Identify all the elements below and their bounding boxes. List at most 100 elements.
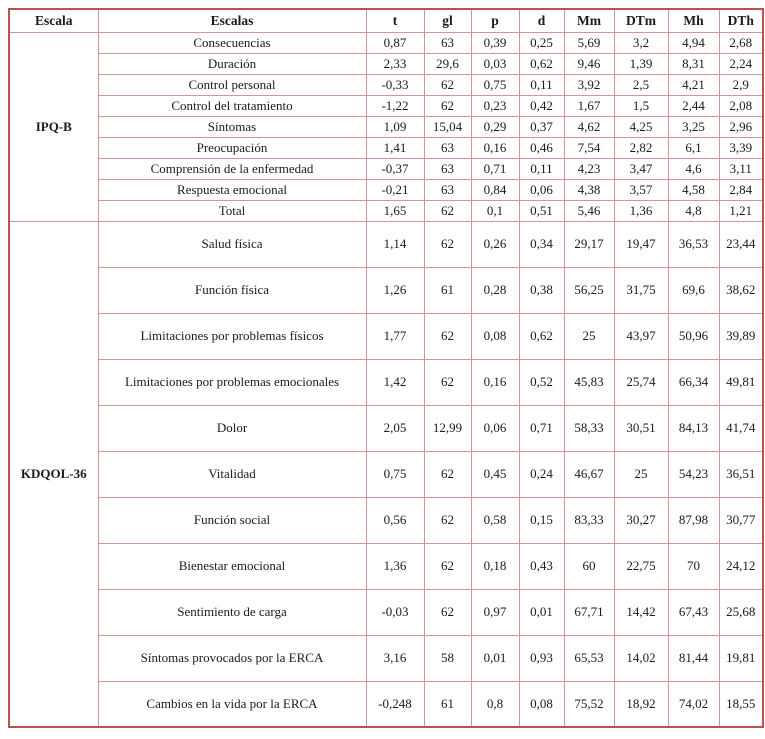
scale-label: Control del tratamiento — [97, 94, 367, 117]
cell-dth: 30,77 — [718, 496, 764, 544]
scale-label: Respuesta emocional — [97, 178, 367, 201]
cell-d: 0,08 — [518, 680, 565, 728]
cell-t: 2,05 — [365, 404, 425, 452]
table-row: Comprensión de la enfermedad -0,37 63 0,… — [9, 157, 764, 180]
cell-d: 0,71 — [518, 404, 565, 452]
cell-p: 0,23 — [470, 94, 520, 117]
scale-label: Salud física — [97, 220, 367, 268]
cell-mm: 83,33 — [563, 496, 615, 544]
cell-p: 0,29 — [470, 115, 520, 138]
table-row: Función social 0,56 62 0,58 0,15 83,33 3… — [9, 496, 764, 544]
cell-dtm: 18,92 — [613, 680, 669, 728]
col-header-p: p — [470, 8, 520, 33]
cell-gl: 61 — [423, 266, 472, 314]
cell-p: 0,06 — [470, 404, 520, 452]
cell-dth: 2,9 — [718, 73, 764, 96]
cell-mm: 3,92 — [563, 73, 615, 96]
cell-t: 1,09 — [365, 115, 425, 138]
cell-gl: 62 — [423, 542, 472, 590]
table-row: Función física 1,26 61 0,28 0,38 56,25 3… — [9, 266, 764, 314]
cell-dtm: 30,27 — [613, 496, 669, 544]
cell-dtm: 3,57 — [613, 178, 669, 201]
cell-dtm: 25 — [613, 450, 669, 498]
cell-t: 1,36 — [365, 542, 425, 590]
cell-mm: 67,71 — [563, 588, 615, 636]
cell-p: 0,16 — [470, 358, 520, 406]
cell-t: -0,03 — [365, 588, 425, 636]
cell-dth: 2,24 — [718, 52, 764, 75]
table-row: Limitaciones por problemas físicos 1,77 … — [9, 312, 764, 360]
col-header-escala: Escala — [8, 8, 99, 33]
cell-dth: 3,39 — [718, 136, 764, 159]
cell-t: 1,14 — [365, 220, 425, 268]
cell-mh: 69,6 — [667, 266, 720, 314]
cell-d: 0,52 — [518, 358, 565, 406]
cell-dtm: 2,5 — [613, 73, 669, 96]
cell-mm: 4,62 — [563, 115, 615, 138]
cell-p: 0,16 — [470, 136, 520, 159]
cell-dtm: 2,82 — [613, 136, 669, 159]
cell-dth: 1,21 — [718, 199, 764, 222]
cell-d: 0,46 — [518, 136, 565, 159]
cell-d: 0,37 — [518, 115, 565, 138]
table-row: KDQOL-36 Salud física 1,14 62 0,26 0,34 … — [8, 220, 764, 728]
cell-mm: 75,52 — [563, 680, 615, 728]
cell-t: 1,77 — [365, 312, 425, 360]
scale-label: Cambios en la vida por la ERCA — [97, 680, 367, 728]
cell-mh: 67,43 — [667, 588, 720, 636]
cell-dtm: 14,02 — [613, 634, 669, 682]
cell-gl: 12,99 — [423, 404, 472, 452]
cell-gl: 58 — [423, 634, 472, 682]
cell-gl: 15,04 — [423, 115, 472, 138]
header-row: Escala Escalas t gl p d Mm DTm Mh DTh — [8, 8, 764, 33]
scale-label: Función física — [97, 266, 367, 314]
cell-mh: 81,44 — [667, 634, 720, 682]
cell-gl: 62 — [423, 312, 472, 360]
cell-p: 0,26 — [470, 220, 520, 268]
cell-d: 0,43 — [518, 542, 565, 590]
cell-gl: 63 — [423, 178, 472, 201]
table-row: Cambios en la vida por la ERCA -0,248 61… — [9, 680, 764, 728]
table-row: Dolor 2,05 12,99 0,06 0,71 58,33 30,51 8… — [9, 404, 764, 452]
col-header-t: t — [365, 8, 425, 33]
cell-d: 0,11 — [518, 73, 565, 96]
cell-t: 0,87 — [365, 31, 425, 54]
table-row: Síntomas 1,09 15,04 0,29 0,37 4,62 4,25 … — [9, 115, 764, 138]
col-header-mm: Mm — [563, 8, 615, 33]
cell-p: 0,58 — [470, 496, 520, 544]
cell-gl: 63 — [423, 157, 472, 180]
cell-dtm: 19,47 — [613, 220, 669, 268]
cell-mm: 46,67 — [563, 450, 615, 498]
cell-dth: 18,55 — [718, 680, 764, 728]
scale-label: Limitaciones por problemas emocionales — [97, 358, 367, 406]
cell-dtm: 22,75 — [613, 542, 669, 590]
table-row: Sentimiento de carga -0,03 62 0,97 0,01 … — [9, 588, 764, 636]
cell-mm: 4,23 — [563, 157, 615, 180]
cell-mh: 50,96 — [667, 312, 720, 360]
scale-label: Comprensión de la enfermedad — [97, 157, 367, 180]
cell-p: 0,75 — [470, 73, 520, 96]
cell-mh: 4,94 — [667, 31, 720, 54]
scale-label: Consecuencias — [97, 31, 367, 54]
cell-p: 0,28 — [470, 266, 520, 314]
cell-p: 0,01 — [470, 634, 520, 682]
table-row: Control del tratamiento -1,22 62 0,23 0,… — [9, 94, 764, 117]
cell-d: 0,42 — [518, 94, 565, 117]
cell-mm: 58,33 — [563, 404, 615, 452]
scale-label: Sentimiento de carga — [97, 588, 367, 636]
cell-gl: 63 — [423, 31, 472, 54]
cell-d: 0,06 — [518, 178, 565, 201]
scale-label: Limitaciones por problemas físicos — [97, 312, 367, 360]
cell-mh: 74,02 — [667, 680, 720, 728]
scale-label: Bienestar emocional — [97, 542, 367, 590]
cell-t: 1,41 — [365, 136, 425, 159]
cell-mm: 4,38 — [563, 178, 615, 201]
cell-t: -0,21 — [365, 178, 425, 201]
table-row: Síntomas provocados por la ERCA 3,16 58 … — [9, 634, 764, 682]
cell-gl: 62 — [423, 220, 472, 268]
table-row: Respuesta emocional -0,21 63 0,84 0,06 4… — [9, 178, 764, 201]
cell-dth: 49,81 — [718, 358, 764, 406]
cell-mm: 65,53 — [563, 634, 615, 682]
cell-mh: 4,6 — [667, 157, 720, 180]
cell-dth: 25,68 — [718, 588, 764, 636]
